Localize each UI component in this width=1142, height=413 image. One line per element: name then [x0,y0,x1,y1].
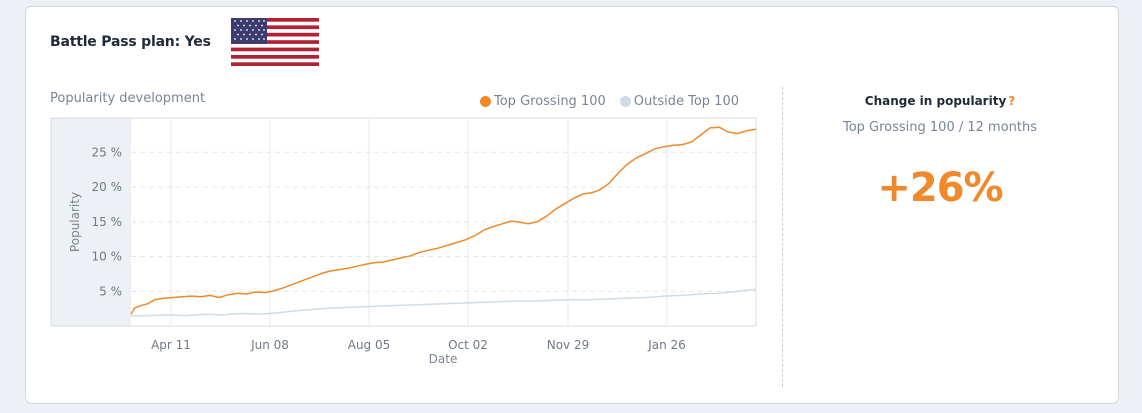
y-tick-label: 15 % [92,215,123,229]
y-tick-label: 20 % [92,180,123,194]
change-title-text: Change in popularity [864,94,1007,108]
y-tick-label: 25 % [92,145,123,159]
legend-item-top-grossing[interactable]: Top Grossing 100 [480,94,606,109]
y-axis-band [51,118,131,326]
x-axis-label: Date [429,352,458,366]
legend-label: Top Grossing 100 [494,94,606,109]
change-value: +26% [877,165,1003,211]
chart-title: Popularity development [50,91,206,106]
legend-dot-icon [480,96,491,107]
help-icon[interactable]: ? [1008,94,1016,108]
change-subtitle: Top Grossing 100 / 12 months [842,120,1038,135]
x-tick-label: Jan 26 [647,338,686,352]
chart-legend: Top Grossing 100 Outside Top 100 [480,94,739,109]
change-in-popularity-title: Change in popularity? [783,94,1097,108]
battle-pass-plan-title: Battle Pass plan: Yes [50,34,211,50]
series-line-outside-top [131,288,757,317]
panel-divider [782,87,783,387]
us-flag-icon [231,18,319,66]
x-tick-label: Jun 08 [250,338,289,352]
y-tick-label: 5 % [99,284,122,298]
popularity-chart: 5 % 10 % 15 % 20 % 25 % Apr 11 Jun 08 Aug 05 Oct… [50,117,757,366]
x-tick-label: Aug 05 [348,338,391,352]
y-tick-label: 10 % [92,250,123,264]
game-info-card: Battle Pass plan: Yes Popularity develop… [25,6,1119,404]
change-in-popularity-panel: Change in popularity? Top Grossing 100 /… [783,91,1097,211]
legend-item-outside-top[interactable]: Outside Top 100 [619,94,739,109]
legend-dot-icon [619,96,631,107]
x-tick-label: Nov 29 [547,338,590,352]
x-tick-label: Apr 11 [151,338,191,352]
x-tick-label: Oct 02 [448,338,488,352]
legend-label: Outside Top 100 [633,94,739,109]
series-line-top-grossing [130,126,757,315]
y-axis-label: Popularity [68,192,82,252]
